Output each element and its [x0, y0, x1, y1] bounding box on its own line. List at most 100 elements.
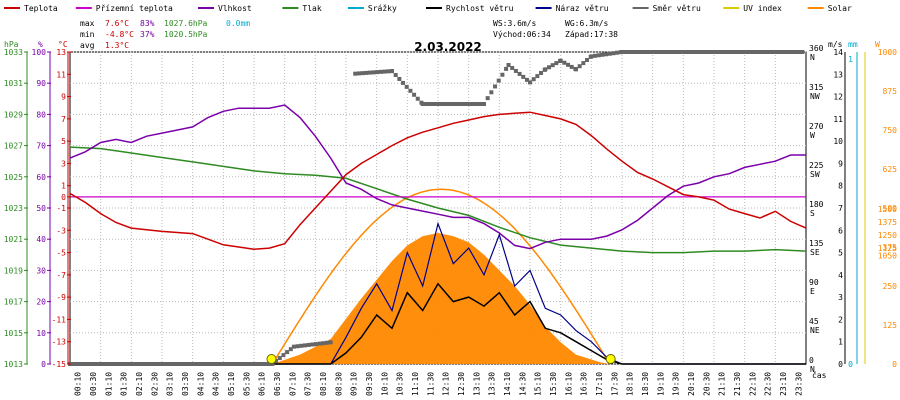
tick-degc: 7	[61, 115, 66, 124]
wind-direction-mark	[356, 71, 361, 76]
wind-direction-mark	[218, 362, 223, 366]
wind-direction-mark	[547, 65, 552, 70]
wind-direction-mark	[734, 50, 739, 54]
legend-label: Srážky	[368, 4, 397, 13]
wind-direction-mark	[313, 342, 318, 347]
tick-time: 01:10	[104, 372, 113, 396]
wind-direction-mark	[479, 102, 484, 106]
tick-time: 00:30	[89, 372, 98, 396]
tick-degc: -15	[52, 360, 67, 369]
tick-w: 1375	[878, 218, 897, 227]
tick-w: 0	[892, 360, 897, 369]
stats-wg: WG:6.3m/s	[565, 19, 609, 28]
wind-direction-mark	[667, 50, 672, 54]
wind-direction-mark	[196, 362, 201, 366]
wind-direction-mark	[446, 102, 451, 106]
tick-time: 00:10	[74, 372, 83, 396]
wind-direction-mark	[489, 90, 494, 95]
tick-dir-deg: 315	[809, 83, 824, 92]
tick-hpa: 1029	[4, 110, 23, 119]
tick-time: 23:10	[779, 372, 788, 396]
tick-ms: 12	[833, 93, 843, 102]
wind-direction-mark	[237, 362, 242, 366]
tick-ms: 3	[838, 293, 843, 302]
wind-direction-mark	[675, 50, 680, 54]
wind-direction-mark	[796, 50, 801, 54]
wind-direction-mark	[475, 102, 480, 106]
wind-direction-mark	[634, 50, 639, 54]
wind-direction-mark	[510, 65, 515, 70]
series-tlak-line	[69, 146, 807, 254]
wind-direction-mark	[504, 66, 509, 71]
wind-direction-mark	[141, 362, 146, 366]
series-rychlost-vetru-line	[70, 282, 806, 365]
tick-degc: -7	[56, 271, 66, 280]
tick-time: 21:30	[733, 372, 742, 396]
tick-pct: 50	[36, 204, 46, 213]
wind-direction-mark	[174, 362, 179, 366]
wind-direction-mark	[737, 50, 742, 54]
wind-direction-mark	[800, 50, 805, 54]
tick-dir-deg: 0	[809, 356, 814, 365]
stats-block: max 7.6°C 83% 1027.6hPa 0.0mm min -4.8°C…	[80, 19, 618, 50]
tick-degc: -5	[56, 249, 66, 258]
wind-direction-mark	[295, 344, 300, 349]
tick-time: 02:10	[135, 372, 144, 396]
wind-direction-mark	[75, 362, 80, 366]
stats-max-label: max	[80, 19, 95, 28]
stats-min-hum: 37%	[140, 30, 155, 39]
wind-direction-mark	[222, 362, 227, 366]
wind-direction-mark	[167, 362, 172, 366]
legend-label: Rychlost větru	[446, 4, 514, 13]
legend-label: Přízemní teplota	[96, 4, 173, 13]
wind-direction-mark	[382, 69, 387, 74]
wind-direction-mark	[148, 362, 153, 366]
wind-direction-mark	[461, 102, 466, 106]
tick-degc: -13	[52, 338, 67, 347]
tick-w: 125	[883, 321, 898, 330]
tick-time: 13:30	[488, 372, 497, 396]
wind-direction-mark	[420, 102, 425, 106]
wind-direction-mark	[386, 69, 391, 74]
unit-cas: čas	[812, 370, 827, 380]
tick-w: 375	[883, 243, 898, 252]
wind-direction-mark	[115, 362, 120, 366]
wind-direction-mark	[229, 362, 234, 366]
tick-time: 10:10	[380, 372, 389, 396]
tick-time: 04:30	[212, 372, 221, 396]
legend-label: Náraz větru	[556, 4, 609, 13]
tick-w: 625	[883, 165, 898, 174]
wind-direction-mark	[468, 102, 473, 106]
tick-time: 02:30	[150, 372, 159, 396]
wind-direction-mark	[390, 69, 394, 74]
wind-direction-mark	[324, 340, 329, 345]
tick-hpa: 1019	[4, 266, 23, 275]
tick-degc: -9	[56, 293, 66, 302]
series-vlhkost-line	[69, 104, 806, 250]
stats-min-press: 1020.5hPa	[164, 30, 208, 39]
tick-time: 06:10	[258, 372, 267, 396]
tick-hpa: 1017	[4, 298, 23, 307]
tick-mm: 0	[848, 360, 853, 369]
wind-direction-mark	[627, 50, 632, 54]
wind-direction-mark	[328, 340, 333, 345]
tick-w: 1500	[878, 205, 897, 214]
tick-dir: S	[810, 209, 815, 218]
unit-pct: %	[38, 40, 43, 49]
tick-time: 20:30	[702, 372, 711, 396]
stats-min-label: min	[80, 30, 95, 39]
stats-max-hum: 83%	[140, 19, 155, 28]
wind-direction-mark	[531, 77, 536, 82]
wind-direction-mark	[371, 70, 376, 75]
wind-direction-mark	[291, 344, 296, 349]
wind-direction-mark	[299, 343, 304, 348]
stats-avg-label: avg	[80, 41, 95, 50]
plot-area	[68, 50, 807, 366]
tick-time: 19:30	[672, 372, 681, 396]
wind-direction-mark	[321, 341, 326, 346]
wind-direction-mark	[689, 50, 694, 54]
wind-direction-mark	[281, 353, 286, 358]
tick-time: 11:10	[411, 372, 420, 396]
wind-direction-mark	[581, 61, 586, 66]
